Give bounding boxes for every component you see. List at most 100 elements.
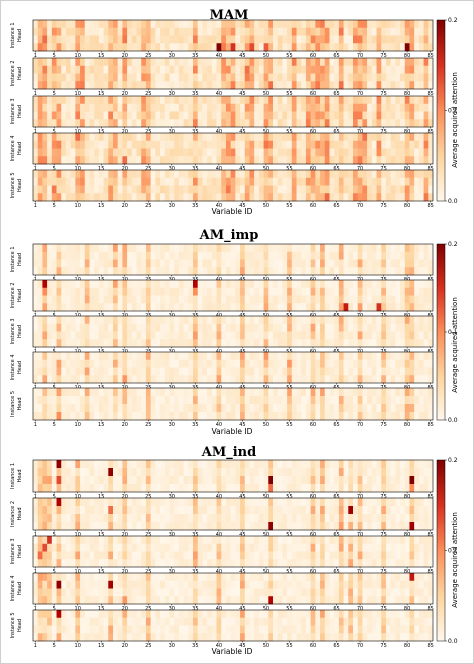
heatmap-cell [61,251,67,260]
heatmap-cell [178,484,184,493]
heatmap-cell [263,35,269,44]
heatmap-cell [108,573,114,581]
x-tick-label: 75 [380,532,386,538]
heatmap-cell [277,498,283,507]
heatmap-cell [70,352,76,360]
heatmap-cell [51,81,57,90]
heatmap-cell [84,359,90,368]
heatmap-cell [51,573,57,581]
heatmap-cell [131,303,137,312]
heatmap-cell [348,536,354,544]
heatmap-cell [296,331,302,340]
heatmap-cell [263,559,269,568]
heatmap-cell [324,323,330,332]
heatmap-cell [122,522,128,531]
heatmap-cell [122,404,128,413]
heatmap-cell [221,267,227,276]
heatmap-cell [42,498,48,507]
heatmap-cell [150,156,156,165]
heatmap-cell [376,119,382,128]
heatmap-cell [301,396,307,405]
heatmap-cell [315,323,321,332]
heatmap-cell [202,287,208,296]
heatmap-cell [263,468,269,477]
heatmap-cell [56,81,62,90]
heatmap-cell [249,133,255,141]
heatmap-cell [235,559,241,568]
heatmap-cell [117,267,123,276]
heatmap-cell [207,476,213,485]
heatmap-cell [202,259,208,268]
heatmap-cell [338,20,344,28]
x-tick-label: 55 [286,532,292,538]
heatmap-cell [362,119,368,128]
heatmap-cell [141,96,147,104]
x-tick-label: 35 [192,422,198,428]
heatmap-cell [136,251,142,260]
heatmap-cell [80,244,86,252]
heatmap-cell [367,259,373,268]
heatmap-cell [108,73,114,82]
heatmap-cell [75,133,81,141]
heatmap-cell [160,375,166,384]
heatmap-cell [395,498,401,507]
heatmap-cell [113,359,118,368]
heatmap-cell [353,396,358,405]
heatmap-cell [174,375,180,384]
heatmap-cell [367,352,373,360]
heatmap-cell [80,375,86,384]
heatmap-cell [301,359,307,368]
heatmap-cell [183,140,189,149]
heatmap-cell [225,20,231,28]
heatmap-cell [277,81,283,90]
heatmap-cell [353,404,358,413]
heatmap-cell [211,148,217,157]
heatmap-cell [131,404,137,413]
heatmap-cell [169,156,175,165]
heatmap-cell [296,388,302,397]
heatmap-cell [131,103,137,112]
heatmap-cell [244,35,250,44]
heatmap-cell [113,375,118,384]
heatmap-cell [258,359,264,368]
heatmap-cell [61,244,67,252]
heatmap-cell [169,359,175,368]
heatmap-cell [33,339,38,348]
heatmap-cell [249,96,255,104]
heatmap-cell [37,20,43,28]
heatmap-cell [225,498,231,507]
heatmap-cell [113,119,118,128]
instance-frame [32,19,434,52]
heatmap-cell [221,156,227,165]
heatmap-cell [249,35,255,44]
heatmap-cell [216,573,222,581]
heatmap-cell [367,323,373,332]
heatmap-cell [329,267,335,276]
heatmap-cell [329,133,335,141]
heatmap-cell [404,140,410,149]
heatmap-cell [324,27,330,36]
heatmap-cell [409,103,415,112]
heatmap-cell [305,367,311,376]
heatmap-cell [390,65,396,74]
heatmap-cell [84,193,90,202]
heatmap-cell [80,103,86,112]
heatmap-cell [75,295,81,304]
x-tick-label: 55 [286,569,292,575]
heatmap-cell [202,140,208,149]
instance-label: Instance 3 [10,98,16,124]
x-tick-label: 85 [427,569,433,575]
heatmap-cell [428,396,434,405]
heatmap-cell [65,259,71,268]
heatmap-cell [108,388,114,397]
heatmap-cell [381,303,387,312]
heatmap-cell [89,65,95,74]
heatmap-cell [230,287,236,296]
heatmap-cell [145,27,151,36]
heatmap-cell [174,170,180,178]
heatmap-cell [75,27,81,36]
heatmap-cell [400,133,406,141]
heatmap-cell [277,35,283,44]
heatmap-cell [244,156,250,165]
heatmap-cell [211,460,217,469]
